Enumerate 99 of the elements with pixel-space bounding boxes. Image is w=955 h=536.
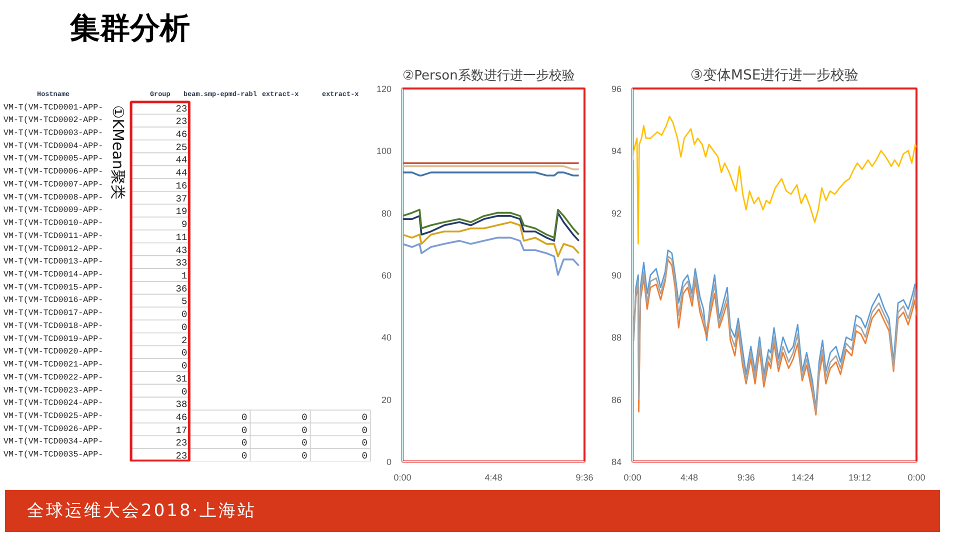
data-label: 0 — [362, 438, 368, 449]
y-tick-label: VM-T(VM-TCD0021-APP- — [4, 360, 104, 370]
data-label: 16 — [176, 180, 188, 192]
data-label: 23 — [176, 450, 188, 462]
y-tick-label: 94 — [611, 146, 622, 156]
y-tick-label: 80 — [381, 208, 392, 218]
data-label: 43 — [176, 244, 188, 256]
y-tick-label: VM-T(VM-TCD0007-APP- — [4, 179, 104, 190]
x-tick-label: 0:00 — [394, 472, 412, 482]
x-tick-label: 19:12 — [848, 472, 871, 482]
data-label: 38 — [176, 399, 188, 410]
data-label: 1 — [181, 270, 188, 282]
chart-title: ③变体MSE进行进一步校验 — [690, 68, 859, 84]
x-tick-label: 9:36 — [576, 472, 594, 482]
y-tick-label: 96 — [611, 84, 622, 94]
y-tick-label: VM-T(VM-TCD0022-APP- — [4, 372, 104, 382]
data-label: 44 — [176, 154, 188, 166]
x-tick-label: 4:48 — [680, 472, 698, 482]
data-label: 0 — [302, 438, 308, 449]
line-series — [402, 221, 580, 258]
y-tick-label: VM-T(VM-TCD0014-APP- — [4, 270, 104, 280]
y-tick-label: 88 — [611, 332, 622, 343]
data-label: 46 — [176, 129, 188, 140]
data-label: 0 — [242, 438, 248, 449]
data-label: 37 — [176, 193, 188, 204]
data-label: 36 — [176, 283, 188, 294]
data-label: 0 — [181, 348, 188, 359]
y-tick-label: 20 — [381, 394, 392, 405]
y-tick-label: VM-T(VM-TCD0012-APP- — [4, 244, 104, 254]
y-tick-label: VM-T(VM-TCD0013-APP- — [4, 256, 104, 267]
y-tick-label: 60 — [381, 270, 392, 280]
y-tick-label: 84 — [611, 457, 622, 467]
data-label: 0 — [362, 424, 368, 436]
data-label: 23 — [176, 438, 188, 449]
y-tick-label: VM-T(VM-TCD0004-APP- — [4, 140, 104, 151]
chart-title: ②Person系数进行进一步校验 — [402, 68, 575, 84]
data-label: 23 — [176, 116, 188, 128]
y-tick-label: 40 — [381, 332, 392, 343]
y-tick-label: VM-T(VM-TCD0018-APP- — [4, 320, 104, 331]
data-label: 17 — [176, 424, 188, 436]
y-tick-label: VM-T(VM-TCD0006-APP- — [4, 166, 104, 177]
y-tick-label: VM-T(VM-TCD0019-APP- — [4, 334, 104, 344]
data-label: 11 — [176, 232, 188, 243]
data-label: 0 — [302, 424, 308, 436]
text: 全球运维大会2018·上海站 — [27, 500, 257, 523]
y-tick-label: VM-T(VM-TCD0024-APP- — [4, 398, 104, 408]
y-tick-label: VM-T(VM-TCD0010-APP- — [4, 218, 104, 228]
data-label: 25 — [176, 142, 188, 153]
x-tick-label: 9:36 — [737, 472, 755, 482]
y-tick-label: 90 — [611, 270, 622, 280]
y-tick-label: VM-T(VM-TCD0035-APP- — [4, 450, 104, 460]
chart-title: 集群分析 — [70, 10, 190, 48]
data-label: 5 — [181, 296, 188, 308]
y-tick-label: 120 — [376, 84, 392, 94]
y-tick-label: 0 — [386, 457, 392, 467]
data-label: 44 — [176, 168, 188, 179]
data-label: 0 — [362, 412, 368, 423]
data-label: 0 — [181, 322, 188, 333]
line-series — [402, 236, 580, 276]
x-tick-label: 14:24 — [792, 472, 814, 482]
y-tick-label: VM-T(VM-TCD0011-APP- — [4, 230, 104, 241]
y-tick-label: 86 — [611, 394, 622, 405]
data-label: 0 — [242, 424, 248, 436]
y-tick-label: VM-T(VM-TCD0026-APP- — [4, 424, 104, 434]
y-tick-label: VM-T(VM-TCD0016-APP- — [4, 295, 104, 306]
y-tick-label: VM-T(VM-TCD0025-APP- — [4, 410, 104, 421]
y-tick-label: VM-T(VM-TCD0023-APP- — [4, 385, 104, 396]
data-label: 0 — [302, 412, 308, 423]
data-label: 19 — [176, 206, 188, 218]
data-label: 2 — [181, 334, 188, 346]
y-tick-label: VM-T(VM-TCD0001-APP- — [4, 102, 104, 112]
y-tick-label: VM-T(VM-TCD0003-APP- — [4, 128, 104, 138]
y-tick-label: VM-T(VM-TCD0034-APP- — [4, 436, 104, 447]
x-tick-label: 0:00 — [624, 472, 642, 482]
y-tick-label: VM-T(VM-TCD0002-APP- — [4, 115, 104, 126]
data-label: 23 — [176, 103, 188, 114]
data-label: 31 — [176, 373, 188, 384]
x-tick-label: 4:48 — [484, 472, 502, 482]
y-tick-label: VM-T(VM-TCD0009-APP- — [4, 205, 104, 216]
y-tick-label: VM-T(VM-TCD0008-APP- — [4, 192, 104, 202]
data-label: 0 — [181, 360, 188, 372]
data-label: 0 — [242, 450, 248, 462]
y-tick-label: 92 — [611, 208, 622, 218]
data-label: 33 — [176, 258, 188, 269]
data-label: 0 — [242, 412, 248, 423]
y-tick-label: 100 — [376, 146, 392, 156]
data-label: 0 — [181, 309, 188, 320]
data-label: 0 — [362, 450, 368, 462]
y-tick-label: VM-T(VM-TCD0017-APP- — [4, 308, 104, 318]
data-label: 46 — [176, 412, 188, 423]
text: ①KMean聚类 — [109, 105, 128, 200]
line-series — [632, 116, 916, 245]
y-tick-label: VM-T(VM-TCD0020-APP- — [4, 346, 104, 357]
data-label: 0 — [181, 386, 188, 398]
y-tick-label: VM-T(VM-TCD0015-APP- — [4, 282, 104, 292]
y-tick-label: VM-T(VM-TCD0005-APP- — [4, 154, 104, 164]
data-label: 0 — [302, 450, 308, 462]
x-tick-label: 0:00 — [908, 472, 926, 482]
data-label: 9 — [181, 219, 188, 230]
